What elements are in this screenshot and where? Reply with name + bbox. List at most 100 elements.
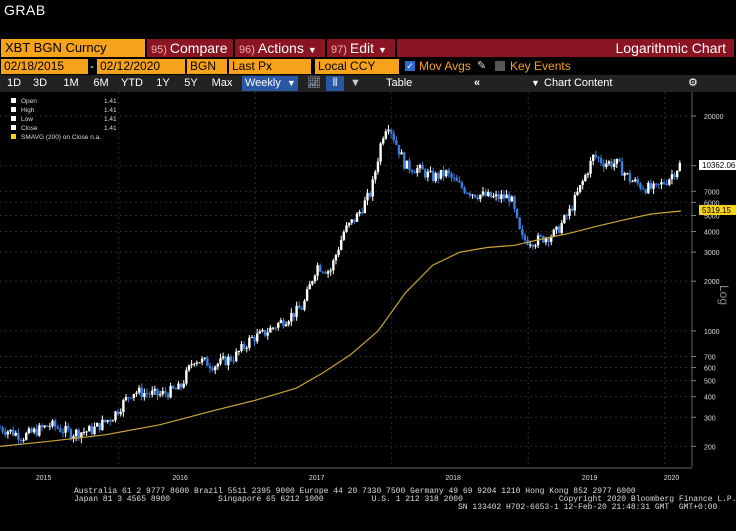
price-chart[interactable]: 200 300 400 500 600 700 1000 2000 3000 4000 5000 60… (0, 92, 736, 487)
period-ytd[interactable]: YTD (121, 77, 143, 89)
field-selector[interactable]: Last Px (229, 59, 311, 74)
period-6m[interactable]: 6M (93, 77, 109, 89)
candle-body (77, 429, 80, 439)
y-tick-label: 20000 (704, 114, 724, 121)
currency-selector[interactable]: Local CCY (315, 59, 399, 74)
compare-label: Compare (169, 40, 228, 56)
gear-icon[interactable]: ⚙ (688, 77, 698, 89)
candle-body (345, 225, 348, 232)
candle-body (56, 426, 59, 429)
key-events-checkbox[interactable] (495, 61, 505, 71)
candle-body (353, 219, 356, 222)
candle-body (284, 324, 288, 327)
candle-body (376, 161, 380, 172)
line-chart-icon[interactable]: 📈︎ (307, 77, 321, 89)
period-bar: 1D 3D 1M 6M YTD 1Y 5Y Max Weekly ▼ 📈︎ ⫴ ▼… (0, 75, 736, 92)
candle-body (550, 236, 553, 242)
chevron-down-icon[interactable]: ▼ (350, 77, 361, 89)
candle-body (644, 189, 647, 194)
candle-body (363, 200, 367, 214)
candle-body (397, 144, 401, 155)
candle-body (424, 169, 427, 178)
candle-body (347, 222, 351, 226)
candle-body (298, 305, 301, 309)
candle-body (628, 173, 632, 182)
candle-body (633, 179, 637, 182)
candle-body (169, 385, 172, 398)
candle-body (193, 363, 196, 365)
period-3d[interactable]: 3D (32, 77, 48, 89)
candle-body (489, 191, 493, 198)
start-date-input[interactable]: 02/18/2015 (1, 59, 88, 74)
candle-body (203, 357, 206, 359)
period-1m[interactable]: 1M (63, 77, 79, 89)
candle-body (48, 426, 52, 428)
window-title: GRAB (4, 2, 46, 18)
candle-body (529, 244, 532, 246)
candle-body (95, 423, 99, 427)
pencil-icon[interactable]: ✎ (477, 60, 487, 72)
ticker-field[interactable]: XBT BGN Curncy (1, 39, 145, 57)
candle-body (421, 164, 424, 170)
y-tick-label: 600 (704, 366, 716, 373)
candle-body (329, 270, 332, 272)
actions-button[interactable]: 96) Actions ▼ (235, 39, 325, 57)
legend-open-swatch (11, 98, 16, 103)
y-tick-label: 7000 (704, 189, 720, 196)
candle-body (418, 164, 422, 169)
y-tick-label: 6000 (704, 200, 720, 207)
period-1d[interactable]: 1D (6, 77, 22, 89)
moving-average-line (0, 210, 682, 447)
candle-body (602, 163, 605, 168)
frequency-selector[interactable]: Weekly ▼ (242, 76, 298, 91)
edit-button[interactable]: 97) Edit ▼ (327, 39, 395, 57)
candle-body (534, 245, 537, 247)
collapse-left-icon[interactable]: « (474, 77, 481, 89)
candle-body (429, 170, 432, 172)
candle-body (67, 425, 70, 430)
candle-body (64, 425, 67, 433)
key-events-label: Key Events (510, 59, 571, 73)
candle-body (208, 366, 212, 369)
candle-body (384, 131, 388, 139)
candle-body (654, 183, 658, 185)
mov-avgs-checkbox[interactable]: ✓ (405, 61, 415, 71)
candle-body (17, 432, 20, 440)
candle-body (523, 235, 527, 240)
candle-body (93, 426, 96, 435)
actions-label: Actions (257, 40, 304, 56)
candle-body (311, 281, 314, 285)
candle-body (510, 196, 514, 202)
candle-body (500, 194, 503, 200)
end-date-input[interactable]: 02/12/2020 (97, 59, 185, 74)
candle-body (405, 160, 409, 169)
compare-button[interactable]: 95) Compare (147, 39, 233, 57)
footer-contacts-2: Japan 81 3 4565 8900 Singapore 65 6212 1… (74, 495, 736, 504)
chart-content-button[interactable]: Chart Content (544, 77, 613, 89)
candle-body (350, 219, 353, 223)
candle-body (174, 388, 178, 390)
period-max[interactable]: Max (211, 77, 233, 89)
table-button[interactable]: Table (386, 77, 413, 89)
chevron-down-icon: ▼ (378, 45, 387, 55)
candle-body (455, 177, 458, 182)
candle-body (615, 158, 619, 164)
chart-background (0, 92, 736, 487)
candle-body (1, 427, 4, 432)
candle-body (442, 169, 445, 177)
candle-body (101, 419, 104, 431)
candle-body (122, 400, 125, 413)
candle-body (408, 160, 411, 171)
candle-chart-icon[interactable]: ⫴ (326, 76, 344, 91)
candle-body (620, 161, 624, 176)
period-1y[interactable]: 1Y (156, 77, 170, 89)
candle-body (557, 226, 561, 234)
chevron-down-icon[interactable]: ▼ (531, 78, 540, 88)
source-field[interactable]: BGN (187, 59, 227, 74)
x-tick-label: 2015 (36, 475, 52, 482)
last-price-tag: 10362.06 (699, 160, 736, 170)
candle-body (668, 179, 671, 185)
chart-parameters: 02/18/2015 - 02/12/2020 BGN Last Px Loca… (0, 59, 736, 75)
period-5y[interactable]: 5Y (184, 77, 198, 89)
candle-body (164, 391, 167, 394)
